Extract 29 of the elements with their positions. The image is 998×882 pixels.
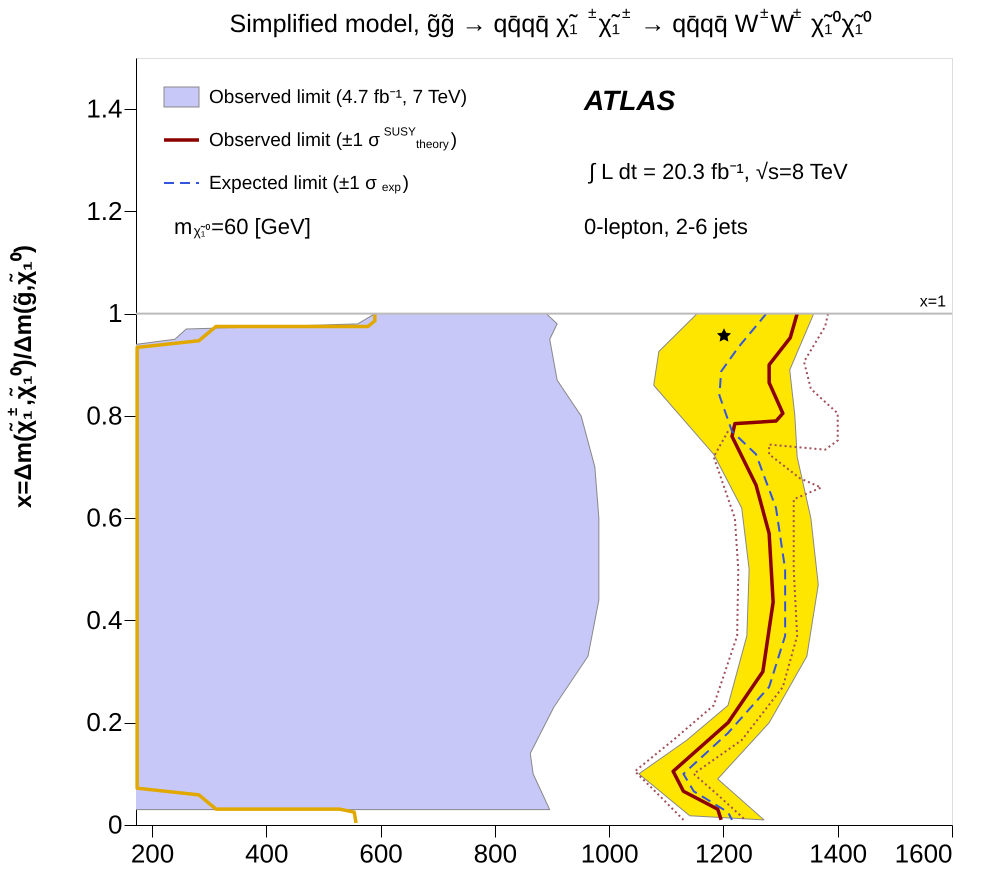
ref-line-label: x=1 [920, 294, 946, 311]
x-tick-label: 600 [359, 838, 403, 868]
y-tick-label: 0 [108, 810, 122, 840]
x-tick-label: 200 [130, 838, 174, 868]
y-tick-label: 0.4 [86, 604, 122, 635]
line-series [682, 312, 786, 821]
y-tick-label: 1.2 [86, 196, 122, 226]
y-tick-label: 1 [108, 298, 122, 328]
legend-label: Observed limit (4.7 fb⁻¹, 7 TeV) [209, 87, 468, 108]
x-tick-label: 1400 [809, 838, 868, 868]
y-axis-title: x=Δm(χ̃₁±,χ̃₁⁰)/Δm(g̃,χ̃₁⁰) [5, 245, 37, 508]
line-series [671, 312, 799, 822]
annotation: 0-lepton, 2-6 jets [584, 214, 748, 239]
x-tick-label: 800 [474, 838, 518, 868]
x-tick-label: 400 [245, 838, 288, 868]
line-series [634, 430, 740, 821]
y-tick-label: 0.2 [86, 707, 122, 738]
annotation: mχ̃₁⁰=60 [GeV] [174, 214, 311, 239]
y-tick-label: 0.6 [86, 502, 122, 533]
x-tick-label: 1000 [580, 838, 639, 868]
line-series [135, 312, 377, 825]
chart-title: Simplified model, g̃g̃ → qq̄qq̄ χ̃₁±χ̃₁± → qq̄qq̄ W±W± χ̃₁⁰χ̃₁⁰ [230, 4, 872, 38]
annotation: ∫ L dt = 20.3 fb⁻¹, √s=8 TeV [587, 159, 848, 184]
annotation: ATLAS [583, 85, 676, 116]
x-tick-label: 1200 [695, 838, 753, 868]
line-series [692, 312, 839, 821]
x-tick-label: 1600 [894, 838, 952, 868]
y-tick-label: 0.8 [86, 400, 122, 430]
y-tick-label: 1.4 [86, 94, 122, 124]
